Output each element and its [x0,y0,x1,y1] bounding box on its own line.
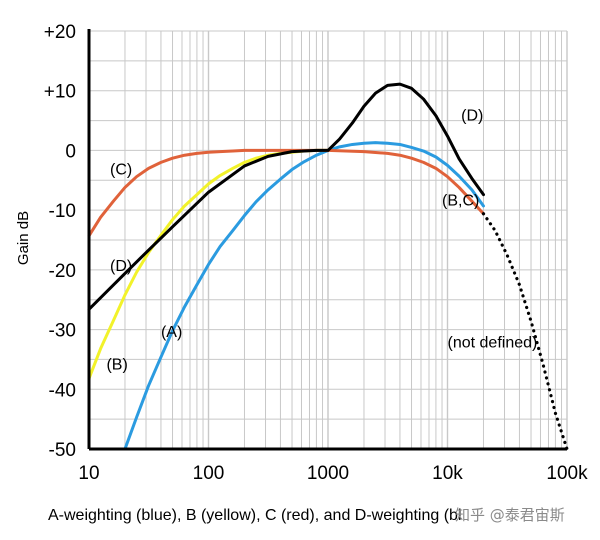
x-tick-label: 100k [546,463,588,484]
x-tick-label: 10 [78,463,99,484]
y-tick-label: +10 [44,82,76,103]
y-tick-label: -40 [49,380,76,401]
series-line-2 [87,148,485,238]
series-annotation: (D) [110,258,132,275]
grid-lines [89,30,568,450]
y-tick-labels: +20 +10 0 -10 -20 -30 -40 -50 [44,22,76,461]
series-annotation: (B,C) [442,192,479,209]
y-tick-label: -20 [49,261,76,282]
series-annotation: (C) [110,161,132,178]
series-annotation: (A) [161,324,182,341]
series-annotation: (B) [106,357,127,374]
watermark: 知乎 @泰君宙斯 [455,506,565,524]
y-tick-label: +20 [44,22,76,43]
series-annotation: (not defined) [448,335,538,352]
y-tick-label: -50 [49,440,76,461]
axes [87,29,567,451]
series-annotation: (D) [461,108,483,125]
series-line-4 [481,212,569,451]
y-tick-label: -30 [49,321,76,342]
series-lines [87,82,569,451]
series-line-0 [123,141,485,451]
x-tick-label: 10k [432,463,463,484]
x-tick-labels: 10 100 1000 10k 100k [78,463,588,484]
y-axis-label: Gain dB [15,211,32,265]
series-line-3 [87,82,485,311]
y-tick-label: 0 [65,141,76,162]
x-axis-label: A-weighting (blue), B (yellow), C (red),… [48,507,462,524]
x-tick-label: 1000 [307,463,349,484]
series-annotations: (C) (D) (B) (A) (D) (B,C) (not defined) [106,108,537,374]
y-tick-label: -10 [49,201,76,222]
x-tick-label: 100 [193,463,225,484]
